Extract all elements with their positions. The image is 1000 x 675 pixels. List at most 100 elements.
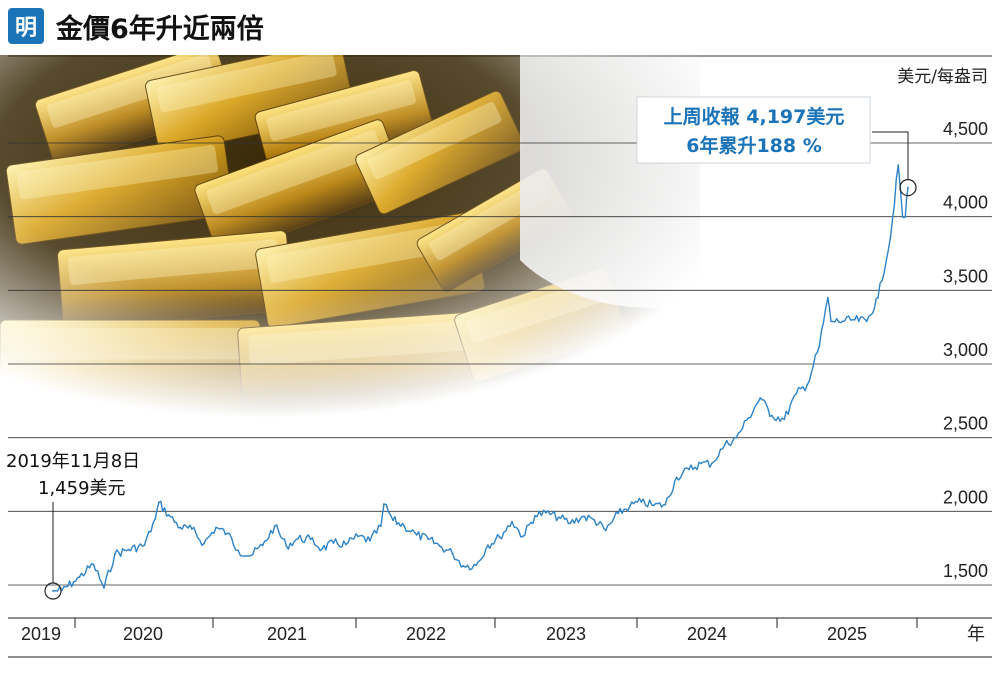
price-point xyxy=(462,564,465,567)
price-point xyxy=(841,320,844,323)
price-point xyxy=(215,526,217,529)
price-series xyxy=(52,164,909,592)
price-point xyxy=(321,548,324,550)
price-point xyxy=(653,504,655,507)
price-point xyxy=(143,544,146,547)
price-point xyxy=(688,468,690,471)
price-point xyxy=(203,542,205,545)
price-point xyxy=(795,392,798,395)
price-point xyxy=(237,549,240,552)
gold-bar-shape xyxy=(56,230,294,330)
price-point xyxy=(897,164,900,167)
price-point xyxy=(309,538,312,541)
x-axis: 2019 2020 2021 2022 2023 2024 2025 年 xyxy=(8,617,992,658)
start-point-marker xyxy=(44,582,62,600)
price-point xyxy=(250,554,252,557)
y-tick-label: 2,000 xyxy=(943,487,988,507)
price-point xyxy=(511,520,513,523)
price-point xyxy=(711,462,713,465)
price-point xyxy=(297,537,299,540)
price-point xyxy=(534,514,536,517)
start-date-label: 2019年11月8日 xyxy=(6,451,140,472)
price-point xyxy=(52,590,54,592)
y-tick-label: 4,500 xyxy=(943,119,988,139)
price-point xyxy=(487,544,489,547)
price-point xyxy=(818,345,821,348)
start-value-label: 1,459美元 xyxy=(38,478,126,499)
price-point xyxy=(167,514,170,516)
y-unit-label: 美元/每盎司 xyxy=(897,67,988,87)
price-point xyxy=(865,320,868,323)
y-tick-label: 1,500 xyxy=(943,561,988,581)
price-point xyxy=(581,515,584,518)
price-point xyxy=(569,522,572,524)
price-point xyxy=(179,526,182,529)
gold-bar-shape xyxy=(0,319,261,411)
price-point xyxy=(904,215,907,218)
price-point xyxy=(475,564,478,566)
y-axis-ticks: 1,500 2,000 2,500 3,000 3,500 4,000 4,500 xyxy=(943,119,988,581)
x-tick-label: 2021 xyxy=(267,624,307,644)
price-point xyxy=(907,186,909,189)
logo-badge-icon xyxy=(8,8,44,44)
price-point xyxy=(723,444,726,446)
price-point xyxy=(877,296,879,299)
price-point xyxy=(629,505,631,508)
price-point xyxy=(380,525,382,527)
price-point xyxy=(154,517,157,520)
chart-title: 金價6年升近兩倍 xyxy=(55,13,264,45)
gold-bar-shape xyxy=(237,311,483,414)
start-annotation: 2019年11月8日 1,459美元 xyxy=(6,451,140,600)
price-point xyxy=(427,538,430,541)
price-point xyxy=(113,553,116,555)
price-point xyxy=(700,462,702,465)
price-point xyxy=(191,528,193,530)
end-annotation: 上周收報 4,197美元 6年累升188 % xyxy=(636,96,917,197)
price-point xyxy=(783,418,786,421)
price-point xyxy=(332,542,335,544)
y-tick-label: 4,000 xyxy=(943,193,988,213)
x-tick-label: 2024 xyxy=(687,624,727,644)
price-point xyxy=(78,576,81,578)
price-point xyxy=(675,476,678,479)
price-point xyxy=(403,525,406,527)
price-point xyxy=(853,318,856,321)
price-point xyxy=(261,544,264,547)
end-annotation-box xyxy=(636,96,871,164)
price-point xyxy=(806,383,809,386)
price-point xyxy=(593,519,596,522)
price-point xyxy=(369,539,371,542)
price-point xyxy=(127,548,130,551)
logo-char: 明 xyxy=(15,16,37,41)
end-change-label: 6年累升188 % xyxy=(686,134,822,157)
price-point xyxy=(415,534,418,536)
cloth-shape xyxy=(520,55,700,308)
gold-bars-photo xyxy=(0,40,700,425)
price-point xyxy=(545,511,547,514)
price-point xyxy=(273,525,276,527)
price-point xyxy=(438,545,441,547)
end-point-marker xyxy=(899,179,917,197)
price-point xyxy=(640,500,643,503)
end-value-label: 上周收報 4,197美元 xyxy=(664,105,845,128)
price-point xyxy=(747,416,750,419)
gold-bar-shape xyxy=(5,135,235,245)
x-tick-label: 2020 xyxy=(123,624,163,644)
x-unit-label: 年 xyxy=(967,624,985,645)
price-point xyxy=(498,536,501,538)
price-point xyxy=(771,414,773,417)
price-point xyxy=(357,535,359,538)
price-point xyxy=(345,543,347,546)
header: 明 金價6年升近兩倍 xyxy=(8,8,992,57)
price-point xyxy=(103,587,105,589)
price-point xyxy=(285,545,288,547)
end-leader-line xyxy=(872,131,909,180)
x-tick-label: 2019 xyxy=(21,624,61,644)
price-point xyxy=(383,503,385,505)
y-tick-label: 3,500 xyxy=(943,266,988,286)
x-tick-label: 2022 xyxy=(406,624,446,644)
price-point xyxy=(759,397,762,399)
price-point xyxy=(92,563,95,566)
y-tick-label: 2,500 xyxy=(943,414,988,434)
